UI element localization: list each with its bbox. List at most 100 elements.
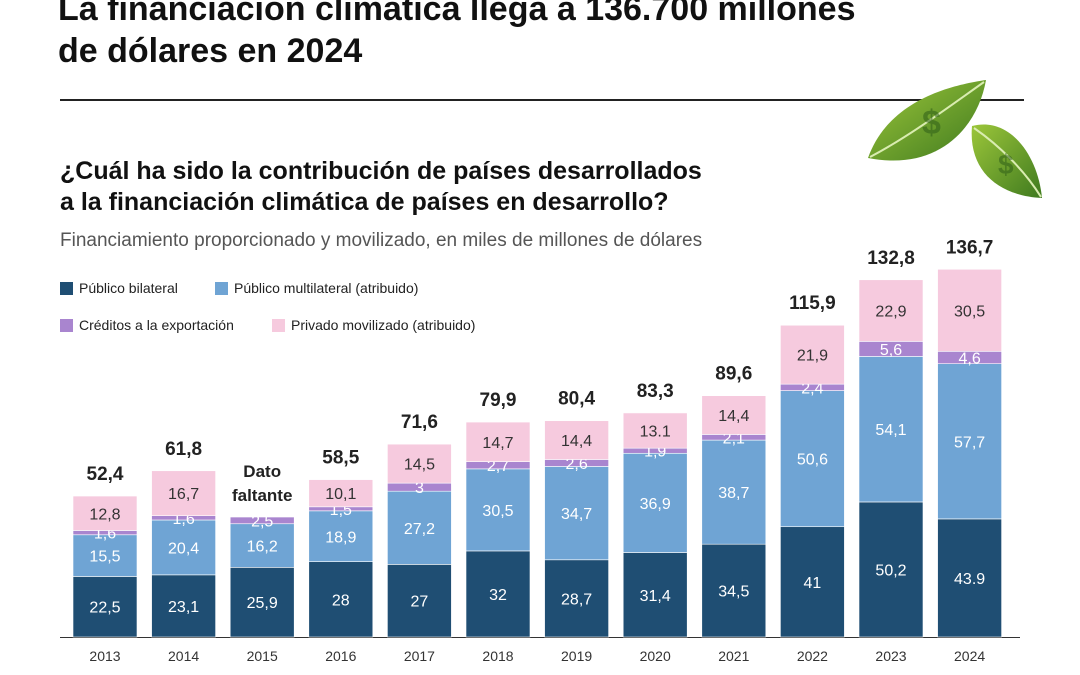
data-label-2015-series-0: 25,9 [247, 595, 278, 612]
data-label-2014-series-1: 20,4 [168, 540, 199, 557]
x-tick-label-2013: 2013 [89, 648, 120, 664]
legend: Público bilateral Público multilateral (… [60, 280, 580, 340]
x-tick-label-2020: 2020 [640, 648, 671, 664]
unit-note: Financiamiento proporcionado y movilizad… [60, 230, 703, 251]
total-label-2021: 89,6 [715, 364, 752, 385]
data-label-2023-series-0: 50,2 [875, 562, 906, 579]
data-label-2019-series-0: 28,7 [561, 591, 592, 608]
bar-segment-2013-series-1 [72, 534, 138, 577]
data-label-2020-series-3: 13.1 [640, 424, 671, 441]
data-label-2014-series-0: 23,1 [168, 599, 199, 616]
bar-segment-2018-series-3 [465, 421, 531, 462]
legend-label: Público multilateral (atribuido) [234, 280, 419, 296]
data-label-2019-series-1: 34,7 [561, 506, 592, 523]
legend-label: Privado movilizado (atribuido) [291, 317, 476, 333]
x-tick-label-2014: 2014 [168, 648, 199, 664]
bar-segment-2013-series-3 [72, 495, 138, 531]
data-label-2016-series-1: 18,9 [325, 529, 356, 546]
bar-segment-2018-series-1 [465, 468, 531, 552]
legend-swatch [215, 281, 228, 295]
data-label-2017-series-2: 3 [415, 480, 424, 497]
data-label-2021-series-3: 14,4 [718, 408, 749, 425]
bar-segment-2019-series-3 [544, 420, 609, 460]
total-label-2020: 83,3 [637, 381, 674, 402]
data-label-2022-series-1: 50,6 [797, 452, 828, 469]
bar-segment-2017-series-0 [387, 564, 452, 638]
divider [60, 99, 1024, 101]
x-tick-label-2017: 2017 [404, 648, 435, 664]
bar-segment-2022-series-3 [780, 324, 845, 385]
bar-segment-2014-series-0 [151, 574, 216, 638]
data-label-2023-series-1: 54,1 [875, 422, 906, 439]
x-tick-label-2022: 2022 [797, 648, 828, 664]
total-label-2018: 79,9 [480, 390, 517, 411]
headline-line-2: de dólares en 2024 [58, 32, 363, 70]
legend-item-creditos-exportacion: Créditos a la exportación [60, 317, 234, 333]
total-label-2015-part-0: Dato [243, 462, 281, 481]
bar-segment-2022-series-0 [780, 526, 845, 638]
bar-segment-2016-series-0 [308, 561, 374, 638]
svg-text:$: $ [922, 104, 941, 142]
total-label-2015-part-1: faltante [232, 486, 292, 505]
bar-segment-2023-series-0 [858, 501, 924, 638]
x-tick-label-2019: 2019 [561, 648, 592, 664]
bar-segment-2023-series-3 [858, 279, 924, 342]
data-label-2022-series-2: 2,4 [801, 380, 823, 397]
bar-segment-2021-series-3 [701, 395, 767, 435]
headline: La financiación climática llega a 136.70… [58, 0, 1038, 72]
data-label-2024-series-1: 57,7 [954, 434, 985, 451]
x-tick-label-2021: 2021 [718, 648, 749, 664]
bar-segment-2024-series-1 [937, 363, 1002, 520]
data-label-2024-series-0: 43.9 [954, 571, 985, 588]
bar-segment-2019-series-1 [544, 466, 609, 561]
x-tick-label-2015: 2015 [247, 648, 278, 664]
bar-segment-2020-series-0 [622, 552, 688, 638]
data-label-2013-series-0: 22,5 [89, 600, 120, 617]
bar-segment-2024-series-0 [937, 518, 1002, 638]
bar-segment-2019-series-0 [544, 559, 609, 638]
total-label-2024: 136,7 [946, 237, 994, 258]
bar-segment-2021-series-0 [701, 543, 767, 638]
data-label-2022-series-3: 21,9 [797, 348, 828, 365]
bar-segment-2015-series-2 [229, 516, 295, 525]
legend-label: Público bilateral [79, 280, 178, 296]
bar-segment-2015-series-0 [229, 567, 295, 638]
data-label-2024-series-2: 4,6 [958, 351, 980, 368]
data-label-2018-series-0: 32 [489, 587, 507, 604]
legend-item-privado-movilizado: Privado movilizado (atribuido) [272, 317, 475, 333]
total-label-2014: 61,8 [165, 439, 202, 460]
data-label-2021-series-1: 38,7 [718, 485, 749, 502]
data-label-2023-series-2: 5,6 [880, 342, 902, 359]
data-label-2021-series-0: 34,5 [718, 584, 749, 601]
x-tick-label-2018: 2018 [482, 648, 513, 664]
chart-subtitle: ¿Cuál ha sido la contribución de países … [60, 156, 860, 218]
bar-segment-2023-series-1 [858, 356, 924, 503]
legend-swatch [60, 318, 73, 332]
leaf-dollar-icon: $ $ [868, 80, 1042, 198]
x-tick-label-2023: 2023 [875, 648, 906, 664]
svg-text:$: $ [998, 149, 1014, 180]
data-label-2015-series-2: 2,5 [251, 513, 273, 530]
bar-segment-2018-series-0 [465, 550, 531, 638]
data-label-2017-series-1: 27,2 [404, 521, 435, 538]
data-label-2024-series-3: 30,5 [954, 303, 985, 320]
data-label-2022-series-0: 41 [804, 575, 822, 592]
bar-segment-2013-series-0 [72, 576, 138, 638]
data-label-2023-series-3: 22,9 [875, 304, 906, 321]
chart-subtitle-line-2: a la financiación climática de países en… [60, 188, 669, 216]
bar-segment-2017-series-3 [387, 443, 452, 484]
data-label-2020-series-0: 31,4 [640, 588, 671, 605]
bar-segment-2022-series-1 [780, 390, 845, 528]
chart-subtitle-line-1: ¿Cuál ha sido la contribución de países … [60, 157, 702, 185]
data-label-2018-series-1: 30,5 [482, 503, 513, 520]
data-label-2014-series-3: 16,7 [168, 486, 199, 503]
legend-item-publico-multilateral: Público multilateral (atribuido) [215, 280, 418, 296]
x-tick-label-2016: 2016 [325, 648, 356, 664]
bar-segment-2016-series-1 [308, 510, 374, 562]
data-label-2013-series-1: 15,5 [89, 549, 120, 566]
legend-swatch [60, 281, 73, 295]
data-label-2016-series-0: 28 [332, 592, 350, 609]
bar-segment-2024-series-3 [937, 268, 1002, 352]
data-label-2017-series-3: 14,5 [404, 457, 435, 474]
bar-segment-2020-series-3 [622, 412, 688, 449]
